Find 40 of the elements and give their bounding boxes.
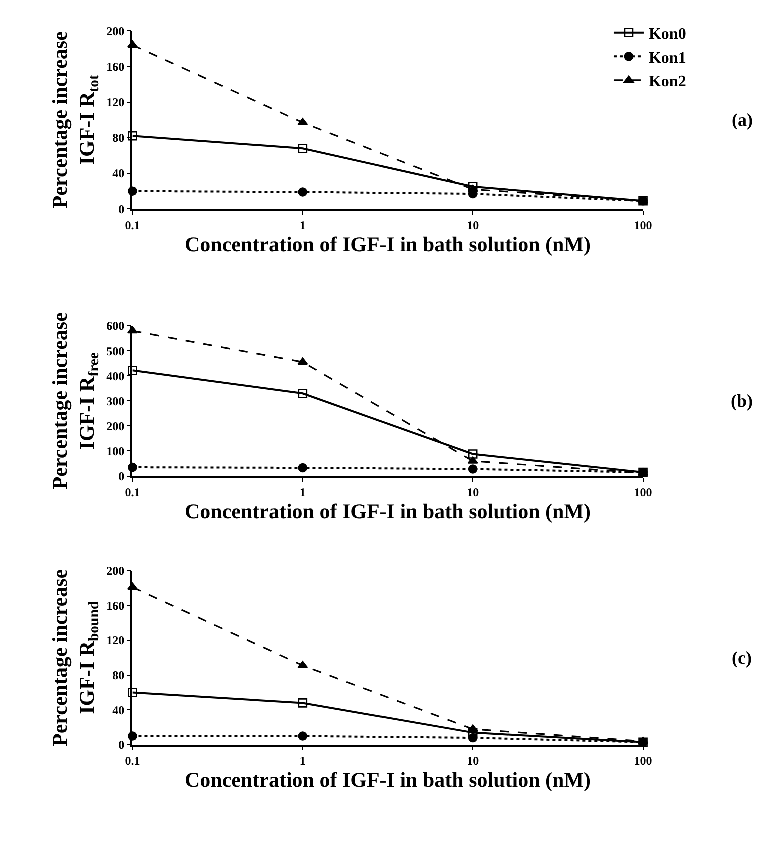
y-tick-label: 600 <box>106 319 125 334</box>
x-tick-label: 100 <box>634 754 652 768</box>
x-axis-title: Concentration of IGF-I in bath solution (nM) <box>184 768 592 792</box>
x-tick-label: 10 <box>467 485 480 500</box>
x-tick-label: 0.1 <box>125 754 140 768</box>
legend-label: Kon2 <box>648 74 686 91</box>
y-tick-label: 300 <box>106 394 125 408</box>
y-tick-label: 40 <box>112 703 125 718</box>
y-tick-label: 500 <box>106 344 125 358</box>
y-tick-label: 100 <box>106 444 125 458</box>
y-tick-label: 200 <box>106 564 125 578</box>
x-tick-label: 100 <box>634 218 652 232</box>
y-tick-label: 0 <box>118 469 125 484</box>
x-axis-title: Concentration of IGF-I in bath solution (nM) <box>184 499 592 524</box>
x-tick-label: 10 <box>467 218 480 232</box>
x-tick-label: 0.1 <box>125 218 140 232</box>
y-tick-label: 0 <box>118 202 125 216</box>
x-tick-label: 0.1 <box>125 485 140 500</box>
text: (b) <box>731 391 754 411</box>
y-tick-label: 120 <box>106 634 125 648</box>
y-tick-label: 0 <box>118 738 125 752</box>
x-tick-label: 10 <box>467 754 480 768</box>
y-tick-label: 80 <box>112 668 125 683</box>
y-tick-label: 200 <box>106 24 125 38</box>
x-tick-label: 1 <box>300 485 306 500</box>
y-tick-label: 40 <box>112 166 125 181</box>
x-tick-label: 1 <box>300 754 306 768</box>
y-tick-label: 200 <box>106 419 125 434</box>
y-tick-label: 160 <box>106 598 125 613</box>
text: (c) <box>732 648 752 668</box>
text: (a) <box>732 110 753 130</box>
y-tick-label: 160 <box>106 60 125 74</box>
x-axis-title: Concentration of IGF-I in bath solution (nM) <box>184 232 592 256</box>
legend-label: Kon1 <box>648 50 686 67</box>
y-tick-label: 120 <box>106 96 125 110</box>
x-tick-label: 100 <box>634 485 652 500</box>
y-tick-label: 400 <box>106 369 125 384</box>
legend-label: Kon0 <box>648 26 686 44</box>
x-tick-label: 1 <box>300 218 306 232</box>
y-tick-label: 80 <box>112 131 125 146</box>
